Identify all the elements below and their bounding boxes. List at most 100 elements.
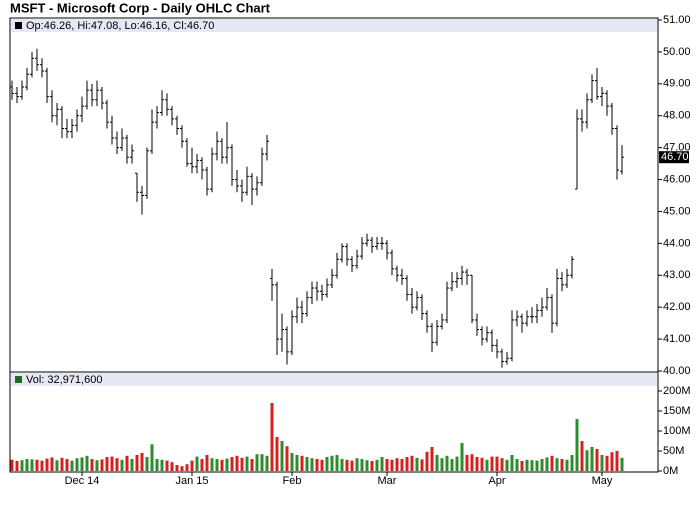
volume-bar — [285, 446, 289, 471]
y-tick-label: 47.00 — [663, 142, 691, 154]
y-tick-label: 150M — [663, 405, 691, 417]
x-tick-label: May — [592, 475, 613, 487]
volume-bar — [120, 459, 124, 471]
volume-bar — [215, 459, 219, 471]
volume-bar — [270, 403, 274, 471]
y-tick-label: 0M — [663, 465, 678, 477]
volume-bar — [255, 454, 259, 471]
volume-bar — [575, 419, 579, 471]
volume-bar — [350, 460, 354, 471]
volume-bar — [50, 457, 54, 471]
volume-bar — [315, 459, 319, 471]
volume-bar — [465, 455, 469, 471]
volume-bar — [565, 459, 569, 471]
x-tick-label: Feb — [283, 475, 302, 487]
volume-bar — [550, 455, 554, 471]
volume-header: Vol: 32,971,600 — [26, 374, 102, 386]
price-header-band — [11, 19, 657, 32]
volume-bar — [390, 459, 394, 471]
volume-bar — [230, 457, 234, 471]
volume-bar — [605, 455, 609, 471]
volume-bar — [35, 459, 39, 471]
volume-bar — [400, 459, 404, 471]
volume-bar — [95, 460, 99, 471]
volume-bar — [435, 455, 439, 471]
volume-bar — [370, 461, 374, 471]
volume-bar — [425, 451, 429, 471]
price-header-icon — [15, 22, 22, 29]
volume-bar — [310, 458, 314, 471]
volume-bar — [135, 455, 139, 471]
y-tick-label: 42.00 — [663, 301, 691, 313]
last-price-label: 46.70 — [661, 151, 689, 163]
volume-bar — [25, 459, 29, 471]
volume-bar — [240, 457, 244, 471]
volume-bar — [515, 459, 519, 471]
volume-bar — [300, 455, 304, 471]
volume-bar — [475, 457, 479, 471]
y-tick-label: 44.00 — [663, 237, 691, 249]
y-tick-label: 50.00 — [663, 46, 691, 58]
y-tick-label: 50M — [663, 445, 684, 457]
volume-bar — [405, 457, 409, 471]
volume-bar — [250, 459, 254, 471]
y-tick-label: 41.00 — [663, 333, 691, 345]
volume-bar — [15, 461, 19, 471]
volume-bar — [590, 447, 594, 471]
volume-bar — [600, 455, 604, 471]
volume-bar — [60, 457, 64, 471]
volume-bar — [510, 455, 514, 471]
volume-bar — [485, 459, 489, 471]
volume-bar — [335, 455, 339, 471]
volume-bar — [345, 459, 349, 471]
volume-bar — [180, 466, 184, 471]
y-tick-label: 40.00 — [663, 365, 691, 377]
volume-bar — [275, 437, 279, 471]
volume-bar — [320, 459, 324, 471]
volume-bar — [330, 455, 334, 471]
volume-bar — [360, 459, 364, 471]
volume-bar — [530, 460, 534, 471]
volume-bar — [500, 458, 504, 471]
last-price-box — [659, 151, 689, 164]
volume-bar — [70, 460, 74, 471]
volume-bar — [245, 456, 249, 471]
volume-bar — [210, 458, 214, 471]
volume-bar — [445, 455, 449, 471]
volume-bar — [615, 451, 619, 471]
volume-bar — [195, 456, 199, 471]
volume-bar — [450, 459, 454, 471]
volume-bar — [225, 458, 229, 471]
volume-bar — [365, 460, 369, 471]
volume-bar — [585, 450, 589, 471]
y-tick-label: 51.00 — [663, 14, 691, 26]
x-tick-label: Jan 15 — [175, 475, 208, 487]
volume-bar — [545, 457, 549, 471]
volume-bar — [150, 444, 154, 471]
y-tick-label: 43.00 — [663, 269, 691, 281]
price-header: Op:46.26, Hi:47.08, Lo:46.16, Cl:46.70 — [26, 20, 214, 32]
volume-bar — [325, 457, 329, 471]
volume-bar — [280, 441, 284, 471]
volume-bar — [490, 456, 494, 471]
volume-bar — [520, 461, 524, 471]
volume-bar — [100, 459, 104, 471]
volume-bar — [355, 458, 359, 471]
y-tick-label: 49.00 — [663, 78, 691, 90]
volume-bar — [110, 456, 114, 471]
volume-bar — [115, 458, 119, 471]
volume-bar — [470, 454, 474, 471]
volume-bar — [305, 457, 309, 471]
y-tick-label: 45.00 — [663, 205, 691, 217]
x-tick-label: Dec 14 — [65, 475, 100, 487]
volume-bar — [410, 455, 414, 471]
volume-bar — [125, 455, 129, 471]
volume-bar — [265, 455, 269, 471]
volume-bar — [415, 457, 419, 471]
volume-bar — [170, 462, 174, 471]
volume-bar — [10, 459, 14, 471]
volume-bar — [205, 455, 209, 471]
volume-bar — [165, 460, 169, 471]
